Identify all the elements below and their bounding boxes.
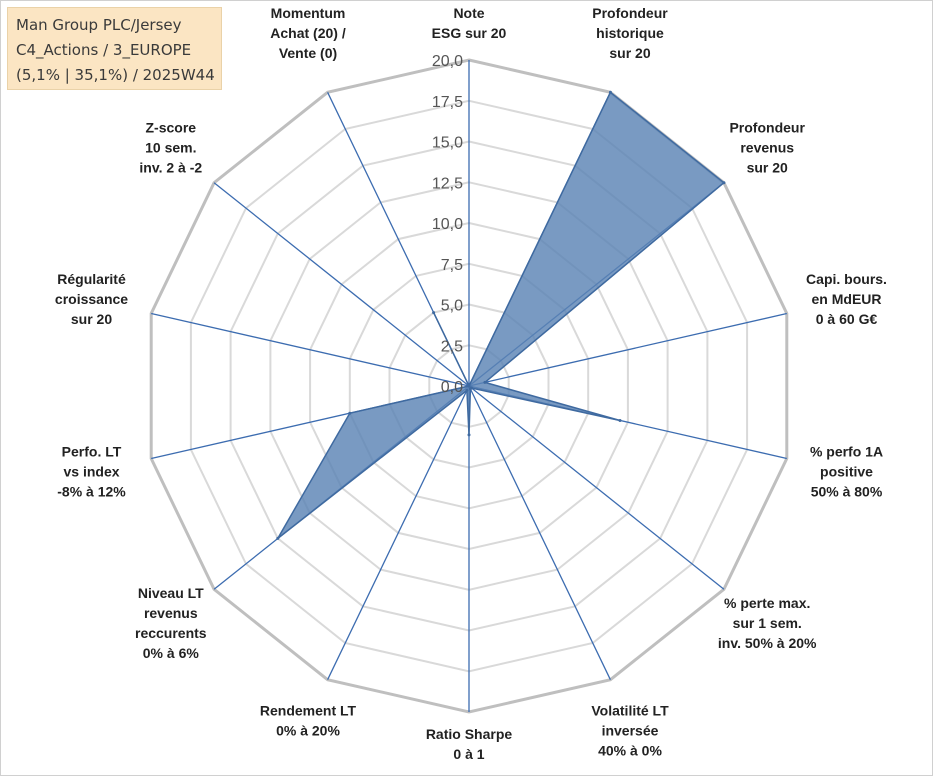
category-label-line: Vente (0) xyxy=(279,45,337,61)
category-label-line: % perte max. xyxy=(724,595,810,611)
radar-ticks: 0,0 2,5 5,0 7,5 10,0 12,5 15,0 17,5 20,0 xyxy=(432,53,463,396)
series-point xyxy=(432,311,436,315)
tick-label: 17,5 xyxy=(432,94,463,111)
category-label-line: Z-score xyxy=(146,120,197,136)
info-stats: (5,1% | 35,1%) / 2025W44 xyxy=(16,66,215,84)
series-area xyxy=(277,91,725,540)
category-label-line: 40% à 0% xyxy=(598,742,662,758)
category-label-line: Profondeur xyxy=(729,120,805,136)
category-label-line: historique xyxy=(596,25,664,41)
category-label-line: revenus xyxy=(740,140,794,156)
category-label: Profondeur revenus sur 20 xyxy=(729,120,805,176)
category-label-line: en MdEUR xyxy=(812,291,882,307)
category-label: % perfo 1A positive 50% à 80% xyxy=(810,444,883,500)
tick-label: 2,5 xyxy=(441,338,463,355)
series-point xyxy=(465,388,469,392)
category-label: Note ESG sur 20 xyxy=(432,5,507,41)
category-label: Volatilité LT inversée 40% à 0% xyxy=(591,702,669,758)
category-label: Ratio Sharpe 0 à 1 xyxy=(426,726,513,762)
category-label-line: -8% à 12% xyxy=(57,484,126,500)
axis-spoke xyxy=(468,385,611,680)
category-label-line: inversée xyxy=(602,722,659,738)
category-label-line: Note xyxy=(453,5,484,21)
tick-label: 0,0 xyxy=(441,379,463,396)
category-label-line: vs index xyxy=(63,464,119,480)
category-label-line: sur 20 xyxy=(71,311,112,327)
category-label-line: Momentum xyxy=(271,5,346,21)
series-point xyxy=(722,181,726,185)
category-label-line: 50% à 80% xyxy=(811,484,883,500)
info-box: Man Group PLC/Jersey C4_Actions / 3_EURO… xyxy=(7,7,222,90)
axis-spoke xyxy=(327,385,470,680)
axis-spoke xyxy=(468,385,725,590)
category-label: Momentum Achat (20) / Vente (0) xyxy=(270,5,346,61)
tick-label: 20,0 xyxy=(432,53,463,70)
category-label-line: Profondeur xyxy=(592,5,668,21)
category-label-line: 0 à 60 G€ xyxy=(816,311,878,327)
series-point xyxy=(348,411,352,415)
category-label-line: % perfo 1A xyxy=(810,444,883,460)
series-point xyxy=(467,433,471,437)
category-label-line: 0% à 6% xyxy=(143,645,200,661)
category-label-line: Ratio Sharpe xyxy=(426,726,513,742)
category-label-line: Niveau LT xyxy=(138,585,204,601)
series-point xyxy=(483,380,487,384)
category-label-line: croissance xyxy=(55,291,128,307)
category-label-line: inv. 2 à -2 xyxy=(139,160,202,176)
axis-spoke xyxy=(468,312,787,387)
category-label-line: positive xyxy=(820,464,873,480)
category-label: Z-score 10 sem. inv. 2 à -2 xyxy=(139,120,202,176)
category-label-line: sur 20 xyxy=(747,160,788,176)
series-point xyxy=(467,384,471,388)
tick-label: 12,5 xyxy=(432,175,463,192)
category-label-line: Régularité xyxy=(57,271,126,287)
category-label-line: 0 à 1 xyxy=(453,746,484,762)
tick-label: 7,5 xyxy=(441,257,463,274)
category-label-line: revenus xyxy=(144,605,198,621)
info-company: Man Group PLC/Jersey xyxy=(16,16,182,34)
axis-spoke xyxy=(151,312,470,387)
category-label: % perte max. sur 1 sem. inv. 50% à 20% xyxy=(718,595,817,651)
category-label-line: Capi. bours. xyxy=(806,271,887,287)
category-label-line: 10 sem. xyxy=(145,140,196,156)
category-label-line: Rendement LT xyxy=(260,702,357,718)
axis-spoke xyxy=(213,182,470,387)
category-label-line: Perfo. LT xyxy=(62,444,122,460)
series-point xyxy=(618,419,622,422)
tick-label: 5,0 xyxy=(441,298,463,315)
category-label-line: Achat (20) / xyxy=(270,25,346,41)
category-label: Perfo. LT vs index -8% à 12% xyxy=(57,444,126,500)
category-label: Régularité croissance sur 20 xyxy=(55,271,128,327)
category-label: Capi. bours. en MdEUR 0 à 60 G€ xyxy=(806,271,887,327)
category-label-line: reccurents xyxy=(135,625,207,641)
category-label-line: Volatilité LT xyxy=(591,702,669,718)
category-label-line: ESG sur 20 xyxy=(432,25,507,41)
radar-category-labels: Note ESG sur 20 Profondeur historique sur 20… xyxy=(55,5,887,762)
series-point xyxy=(608,90,612,94)
info-category: C4_Actions / 3_EUROPE xyxy=(16,41,192,59)
category-label-line: sur 20 xyxy=(609,45,650,61)
series-point xyxy=(468,387,472,391)
category-label: Niveau LT revenus reccurents 0% à 6% xyxy=(135,585,207,661)
series-point xyxy=(276,536,280,540)
category-label: Profondeur historique sur 20 xyxy=(592,5,668,61)
tick-label: 10,0 xyxy=(432,216,463,233)
category-label-line: inv. 50% à 20% xyxy=(718,635,817,651)
tick-label: 15,0 xyxy=(432,135,463,152)
category-label-line: sur 1 sem. xyxy=(733,615,802,631)
category-label: Rendement LT 0% à 20% xyxy=(260,702,357,738)
radar-series xyxy=(276,90,726,540)
category-label-line: 0% à 20% xyxy=(276,722,340,738)
